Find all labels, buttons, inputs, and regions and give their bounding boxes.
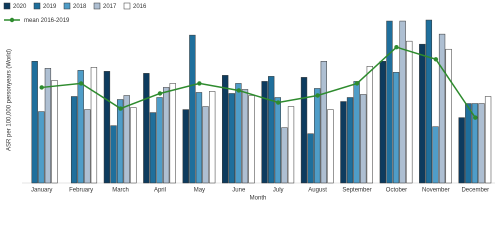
- bar: [77, 70, 84, 184]
- bar: [103, 71, 111, 184]
- x-tick-label: January: [31, 188, 52, 194]
- bar: [84, 109, 91, 184]
- bar: [123, 95, 130, 184]
- bar: [116, 99, 124, 184]
- legend-swatch: [123, 2, 131, 10]
- bar: [438, 33, 446, 184]
- bar: [209, 91, 216, 184]
- bar: [340, 101, 347, 184]
- bar: [281, 127, 288, 184]
- bar: [110, 125, 117, 184]
- x-tick-label: June: [232, 188, 246, 194]
- bar: [445, 48, 452, 184]
- legend-marker: [9, 17, 15, 23]
- bar: [195, 92, 203, 184]
- x-tick-label: July: [273, 188, 284, 194]
- mean-marker: [157, 91, 163, 96]
- mean-marker: [354, 81, 360, 86]
- bar: [392, 72, 400, 184]
- bar: [320, 61, 327, 184]
- bar: [274, 97, 281, 184]
- legend-label: 2018: [73, 4, 87, 10]
- bar: [366, 66, 373, 184]
- bar: [399, 20, 406, 184]
- bar: [163, 87, 170, 184]
- bar: [287, 106, 295, 184]
- bar: [70, 96, 78, 184]
- x-tick-label: November: [422, 188, 450, 194]
- bar: [484, 96, 492, 184]
- bar: [432, 126, 439, 184]
- x-tick-label: February: [69, 188, 93, 194]
- mean-marker: [236, 88, 241, 93]
- bar: [406, 40, 413, 184]
- legend-swatch: [93, 2, 101, 10]
- bar: [44, 68, 52, 184]
- bar: [90, 67, 98, 184]
- page: {"chart_data": {"type": "bar", "y_label"…: [3, 2, 495, 202]
- bar: [314, 88, 321, 184]
- bar: [425, 19, 433, 184]
- bar: [130, 107, 137, 184]
- bar: [228, 93, 235, 184]
- x-tick-label: September: [342, 188, 371, 194]
- legend-label: 2020: [13, 4, 27, 10]
- legend-swatch: [63, 2, 71, 10]
- bar: [38, 111, 45, 184]
- mean-marker: [276, 100, 281, 105]
- bar: [307, 133, 314, 184]
- x-axis-title: Month: [250, 196, 267, 202]
- bar: [465, 103, 472, 184]
- bar: [379, 61, 387, 184]
- bar: [31, 61, 38, 184]
- bar: [327, 109, 334, 184]
- mean-marker: [39, 85, 44, 90]
- legend-swatch: [3, 2, 11, 10]
- bar: [235, 83, 242, 184]
- bar: [189, 34, 196, 184]
- bar: [386, 20, 393, 184]
- x-tick-label: August: [308, 188, 327, 194]
- x-tick-label: March: [112, 188, 129, 194]
- bar: [182, 109, 189, 184]
- bar: [268, 76, 275, 184]
- legend-label: 2019: [43, 4, 57, 10]
- bar: [143, 73, 150, 184]
- x-tick-label: December: [461, 188, 489, 194]
- mean-marker: [433, 57, 439, 62]
- y-axis-title: ASR per 100,000 personyears (World): [7, 49, 13, 151]
- mean-marker: [118, 106, 123, 111]
- mean-marker: [78, 81, 84, 86]
- chart: ASR per 100,000 personyears (World) Mont…: [3, 2, 495, 202]
- mean-marker: [473, 115, 478, 120]
- bar: [419, 43, 426, 184]
- bar: [51, 80, 58, 184]
- bar: [261, 81, 268, 184]
- bar: [353, 81, 360, 184]
- x-tick-label: April: [154, 188, 166, 194]
- legend-label: 2017: [103, 4, 117, 10]
- bar: [149, 112, 157, 184]
- mean-marker: [197, 81, 202, 86]
- x-tick-label: October: [386, 188, 407, 194]
- bar: [471, 103, 479, 184]
- legend-swatch: [33, 2, 41, 10]
- bar: [346, 97, 354, 184]
- bar: [156, 97, 163, 184]
- bar: [202, 106, 209, 184]
- bar: [169, 83, 176, 184]
- bar: [300, 77, 308, 184]
- legend-label: 2016: [133, 4, 147, 10]
- bar: [222, 75, 229, 184]
- legend-label: mean 2016-2019: [24, 18, 70, 24]
- mean-marker: [315, 93, 320, 98]
- bar: [478, 103, 485, 184]
- mean-line: [41, 46, 476, 119]
- x-tick-label: May: [194, 188, 205, 194]
- bar: [241, 89, 249, 184]
- bar: [360, 94, 367, 184]
- mean-marker: [394, 45, 399, 50]
- bar: [458, 117, 465, 184]
- bar: [248, 95, 255, 184]
